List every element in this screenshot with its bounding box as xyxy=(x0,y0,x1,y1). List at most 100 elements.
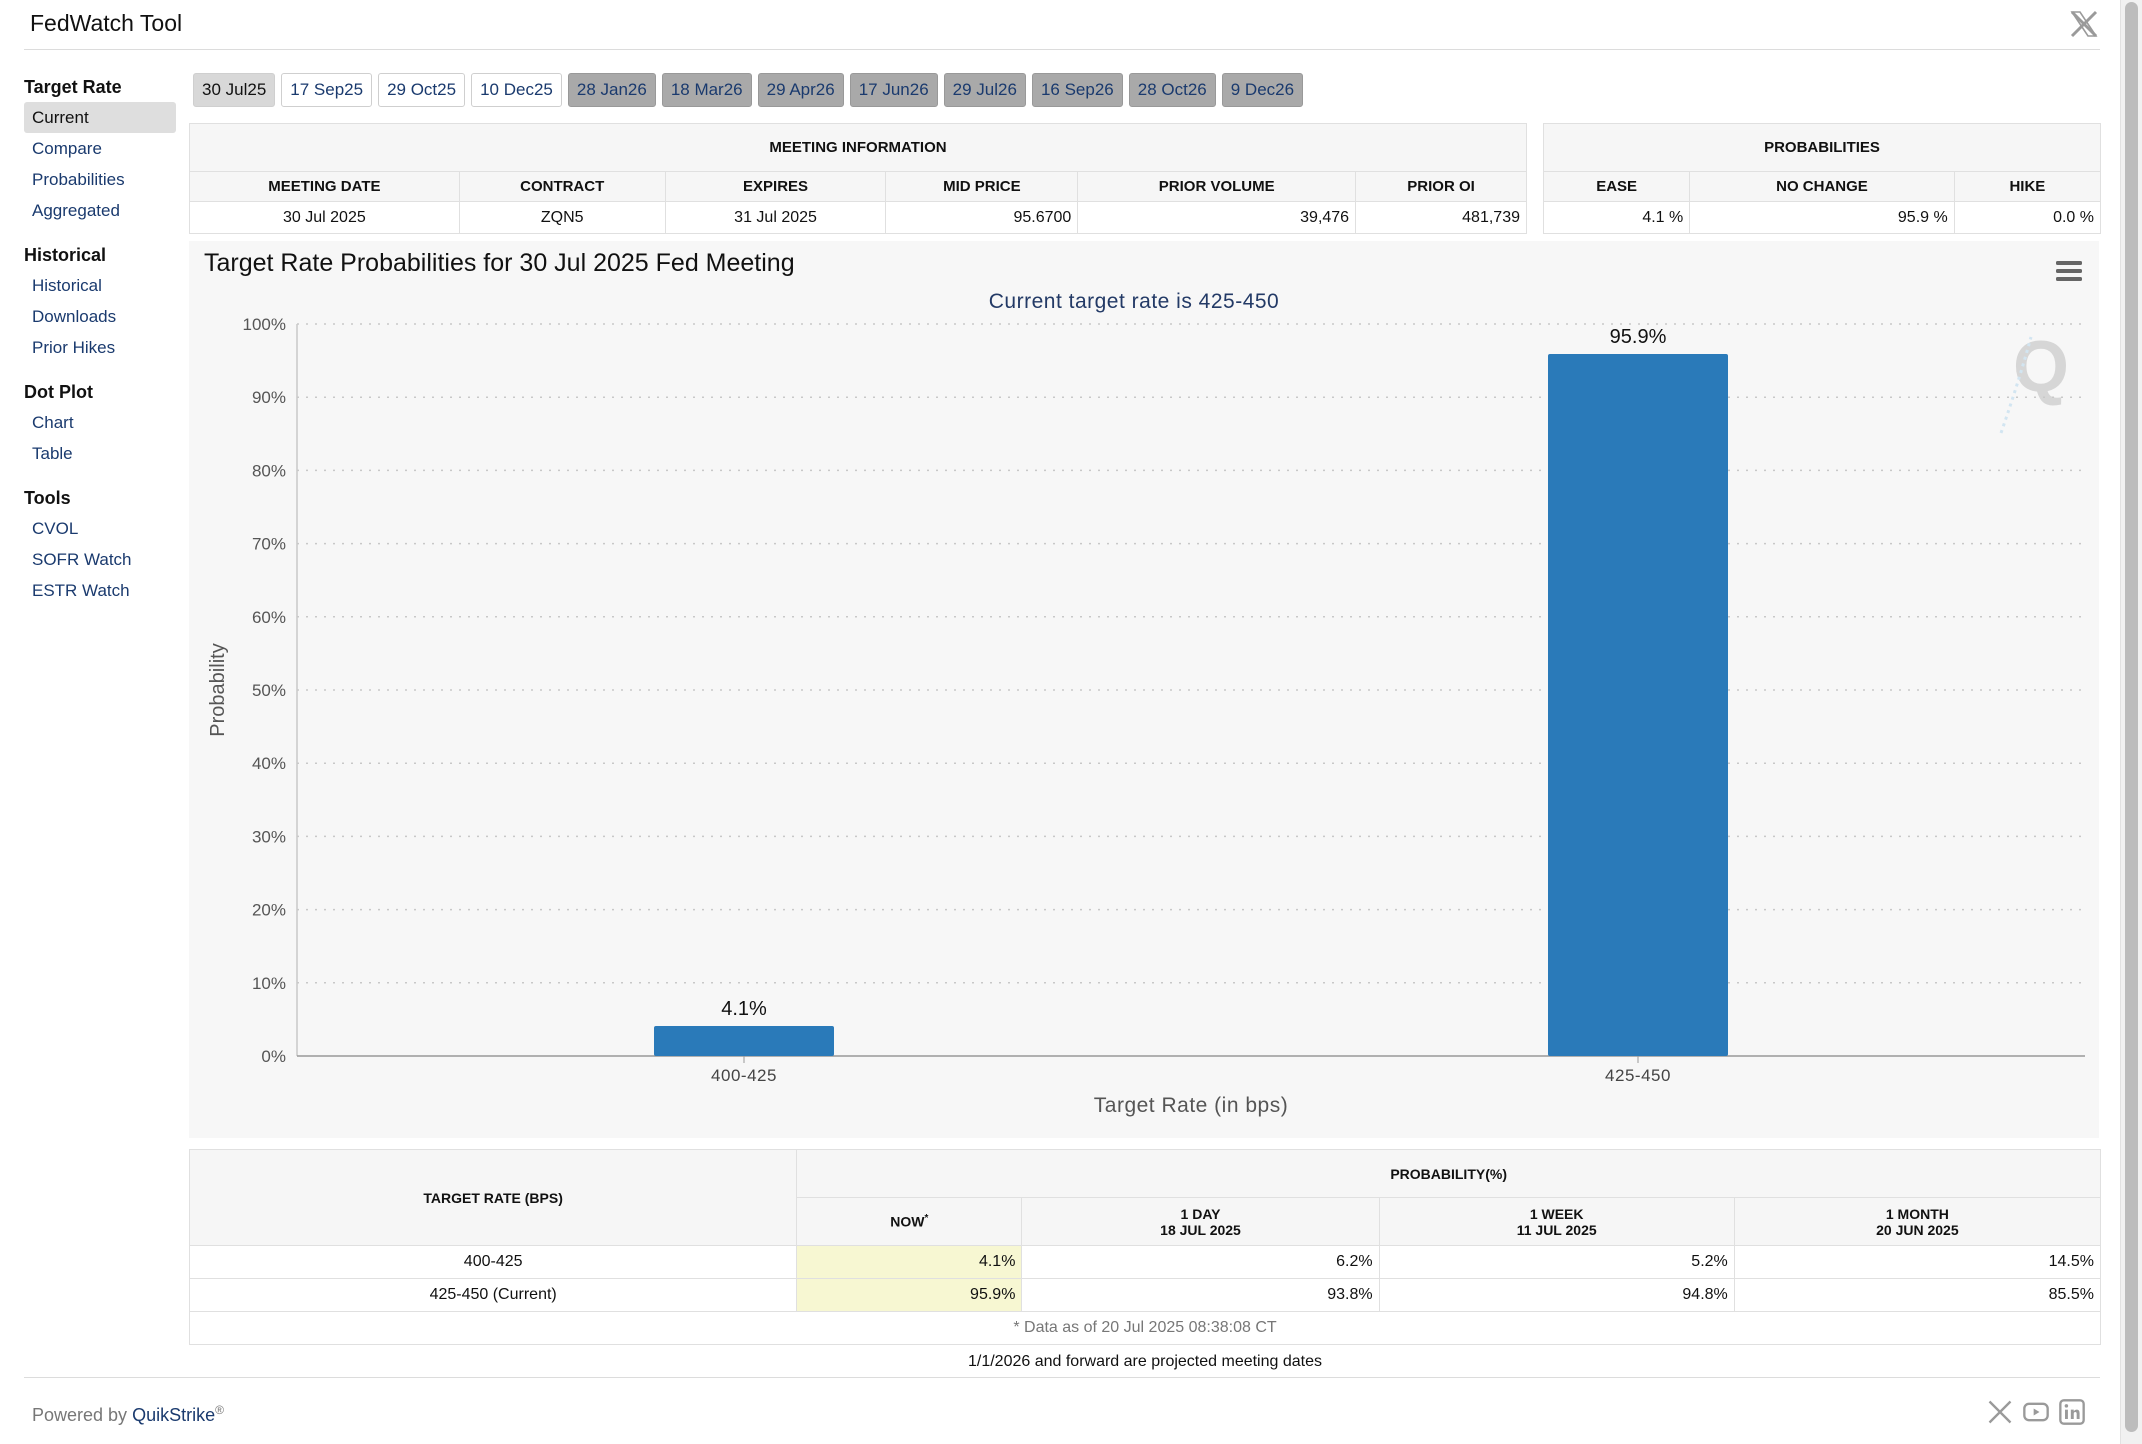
sidebar-item-downloads[interactable]: Downloads xyxy=(32,307,117,326)
col-1-month-date: 20 JUN 2025 xyxy=(1876,1221,1959,1238)
x-social-icon[interactable] xyxy=(2068,8,2100,40)
col-now: NOW* xyxy=(796,1197,1023,1246)
tab-29-apr26[interactable]: 29 Apr26 xyxy=(757,73,844,107)
cell-now: 95.9% xyxy=(796,1278,1023,1312)
quikstrike-link[interactable]: QuikStrike xyxy=(132,1405,216,1425)
col-1-week-date: 11 JUL 2025 xyxy=(1516,1221,1597,1238)
tab-16-sep26[interactable]: 16 Sep26 xyxy=(1031,73,1123,107)
scrollbar-thumb[interactable] xyxy=(2125,2,2138,1432)
col-prior-oi: PRIOR OI xyxy=(1355,171,1527,202)
sidebar-item-chart[interactable]: Chart xyxy=(32,413,74,432)
powered-by-label: Powered by xyxy=(32,1405,133,1425)
sidebar-group-dot-plot: Dot Plot xyxy=(24,382,93,402)
y-tick-label: 10% xyxy=(252,974,286,993)
tab-9-dec26[interactable]: 9 Dec26 xyxy=(1221,73,1304,107)
sidebar-item-probabilities[interactable]: Probabilities xyxy=(32,170,125,189)
probabilities-table: PROBABILITIES EASE NO CHANGE HIKE 4.1 % … xyxy=(1542,123,2102,234)
sidebar-item-historical[interactable]: Historical xyxy=(32,276,102,295)
y-tick-label: 70% xyxy=(252,535,286,554)
cell-1-month: 85.5% xyxy=(1733,1278,2102,1312)
y-axis-label: Probability xyxy=(207,643,229,736)
tab-17-jun26[interactable]: 17 Jun26 xyxy=(849,73,938,107)
probabilities-caption: PROBABILITIES xyxy=(1543,123,2101,172)
y-tick-label: 80% xyxy=(252,461,286,480)
tab-29-oct25[interactable]: 29 Oct25 xyxy=(378,73,466,107)
tab-28-oct26[interactable]: 28 Oct26 xyxy=(1128,73,1216,107)
x-icon[interactable] xyxy=(1986,1398,2014,1426)
sidebar-item-estr-watch[interactable]: ESTR Watch xyxy=(32,581,130,600)
col-prior-volume: PRIOR VOLUME xyxy=(1077,171,1357,202)
y-tick-label: 40% xyxy=(252,754,286,773)
sidebar-group-historical: Historical xyxy=(24,245,107,265)
tab-17-sep25[interactable]: 17 Sep25 xyxy=(281,73,373,107)
tab-28-jan26[interactable]: 28 Jan26 xyxy=(567,73,656,107)
meeting-info-table: MEETING INFORMATION MEETING DATE CONTRAC… xyxy=(189,123,1527,234)
app-title: FedWatch Tool xyxy=(30,10,183,36)
x-tick-label: 425-450 xyxy=(1605,1066,1671,1085)
cell-prior-oi: 481,739 xyxy=(1355,201,1527,234)
footer-divider xyxy=(24,1377,2100,1378)
cell-1-month: 14.5% xyxy=(1733,1245,2102,1279)
y-tick-label: 50% xyxy=(252,681,286,700)
col-ease: EASE xyxy=(1542,171,1691,202)
probability-history-table: TARGET RATE (BPS) PROBABILITY(%) NOW* 1 … xyxy=(188,1149,2102,1345)
sidebar-item-cvol[interactable]: CVOL xyxy=(32,519,79,538)
y-tick-label: 60% xyxy=(252,608,286,627)
cell-1-day: 6.2% xyxy=(1021,1245,1380,1279)
col-1-day-date: 18 JUL 2025 xyxy=(1160,1221,1241,1238)
col-1-day: 1 DAY 18 JUL 2025 xyxy=(1021,1197,1380,1246)
col-mid-price: MID PRICE xyxy=(885,171,1079,202)
cell-ease: 4.1 % xyxy=(1542,201,1691,234)
cell-prior-volume: 39,476 xyxy=(1077,201,1357,234)
youtube-icon[interactable] xyxy=(2022,1398,2050,1426)
meeting-info-caption: MEETING INFORMATION xyxy=(189,123,1527,172)
col-now-mark: * xyxy=(924,1213,929,1225)
col-expires: EXPIRES xyxy=(664,171,887,202)
chart-menu-icon[interactable] xyxy=(2055,259,2083,283)
data-timestamp-note: * Data as of 20 Jul 2025 08:38:08 CT xyxy=(189,1311,2101,1345)
col-1-month: 1 MONTH 20 JUN 2025 xyxy=(1733,1197,2102,1246)
cell-mid-price: 95.6700 xyxy=(885,201,1079,234)
cell-1-week: 94.8% xyxy=(1378,1278,1735,1312)
sidebar-item-aggregated[interactable]: Aggregated xyxy=(32,201,120,220)
cell-1-day: 93.8% xyxy=(1021,1278,1380,1312)
sidebar-item-current[interactable]: Current xyxy=(24,102,176,133)
col-meeting-date: MEETING DATE xyxy=(189,171,460,202)
tab-10-dec25[interactable]: 10 Dec25 xyxy=(471,73,562,107)
cell-now: 4.1% xyxy=(796,1245,1023,1279)
bar-400-425 xyxy=(654,1025,834,1056)
sidebar-item-prior-hikes[interactable]: Prior Hikes xyxy=(32,338,116,357)
sidebar-item-sofr-watch[interactable]: SOFR Watch xyxy=(32,550,132,569)
table-row: 400-425 4.1% 6.2% 5.2% 14.5% xyxy=(188,1245,2102,1279)
col-now-label: NOW xyxy=(890,1213,925,1230)
sidebar-item-compare[interactable]: Compare xyxy=(32,139,102,158)
cell-expires: 31 Jul 2025 xyxy=(664,201,887,234)
social-links xyxy=(1986,1398,2086,1426)
table-row: 425-450 (Current) 95.9% 93.8% 94.8% 85.5… xyxy=(188,1278,2102,1312)
quikstrike-watermark: Q xyxy=(1999,327,2069,434)
y-tick-label: 0% xyxy=(261,1047,286,1066)
col-group-probability: PROBABILITY(%) xyxy=(796,1149,2101,1198)
cell-contract: ZQN5 xyxy=(458,201,666,234)
meeting-tabs: 30 Jul25 17 Sep25 29 Oct25 10 Dec25 28 J… xyxy=(193,73,1304,107)
cell-1-week: 5.2% xyxy=(1378,1245,1735,1279)
bar-425-450 xyxy=(1548,354,1728,1057)
data-label: 95.9% xyxy=(1610,326,1667,348)
col-hike: HIKE xyxy=(1953,171,2102,202)
tab-29-jul26[interactable]: 29 Jul26 xyxy=(943,73,1026,107)
linkedin-icon[interactable] xyxy=(2058,1398,2086,1426)
chart-plot: Q 0% 10% 20% 30% 40% 50% 60% 70% 80% 90% 100% Curre… xyxy=(207,290,2085,1117)
sidebar-nav: Target Rate Current Compare Probabilitie… xyxy=(24,72,176,606)
probability-chart: Target Rate Probabilities for 30 Jul 202… xyxy=(189,241,2099,1138)
projected-dates-note: 1/1/2026 and forward are projected meeti… xyxy=(967,1353,1322,1370)
y-tick-label: 20% xyxy=(252,901,286,920)
table-row: 4.1 % 95.9 % 0.0 % xyxy=(1542,201,2102,234)
x-tick-label: 400-425 xyxy=(711,1066,777,1085)
col-target-rate: TARGET RATE (BPS) xyxy=(188,1149,798,1246)
tab-18-mar26[interactable]: 18 Mar26 xyxy=(661,73,752,107)
cell-rate: 400-425 xyxy=(188,1245,798,1279)
tab-30-jul25[interactable]: 30 Jul25 xyxy=(193,73,276,107)
data-label: 4.1% xyxy=(721,998,767,1020)
sidebar-item-table[interactable]: Table xyxy=(32,444,73,463)
page-scrollbar[interactable] xyxy=(2120,0,2142,1444)
